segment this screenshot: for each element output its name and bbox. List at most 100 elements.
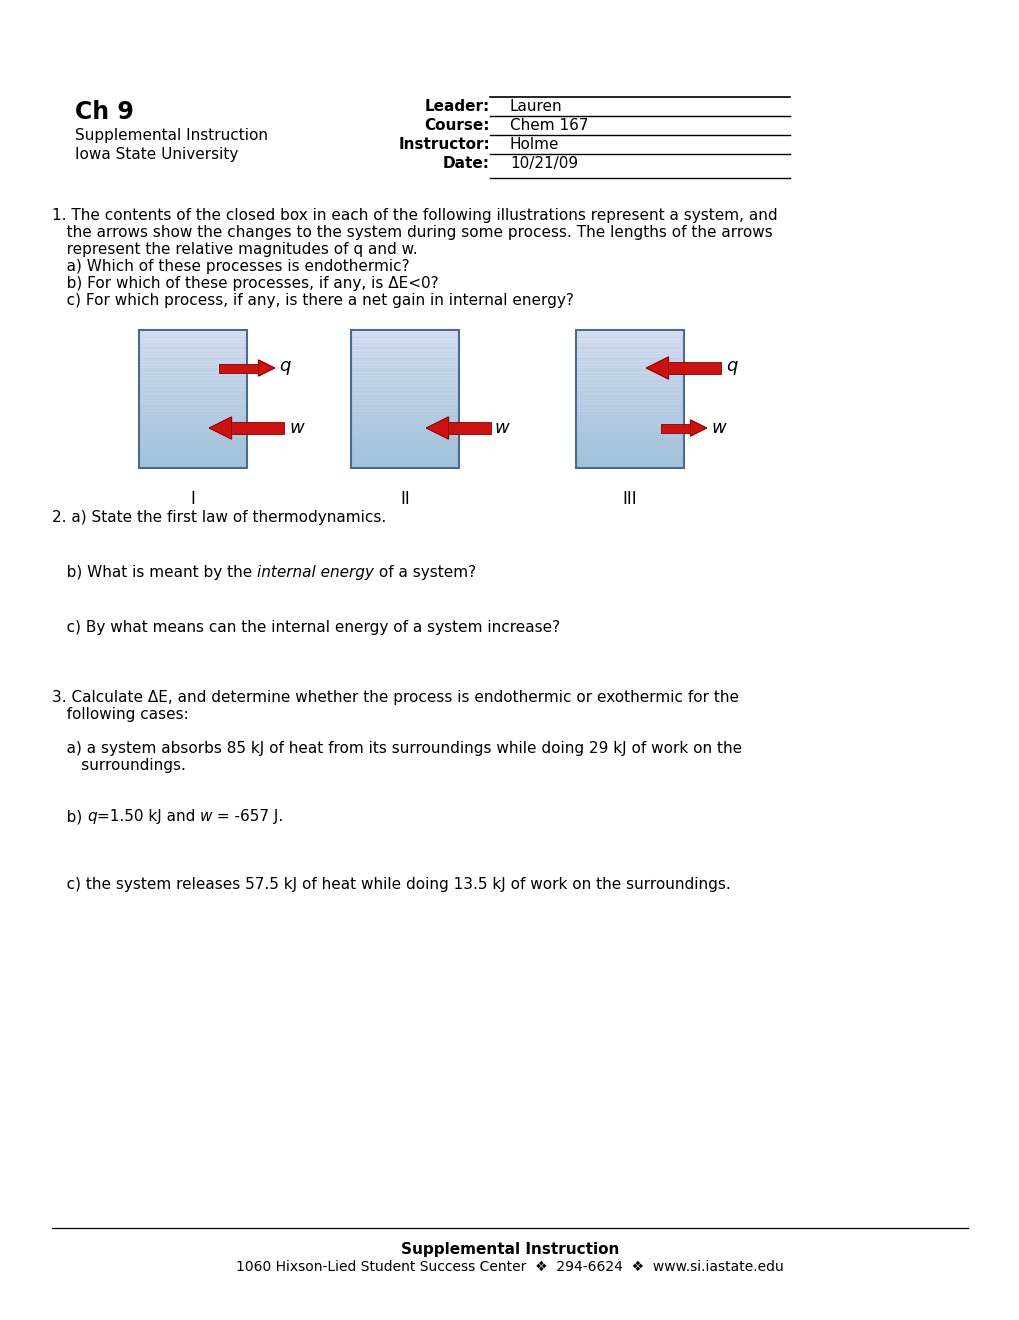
Bar [576,421,684,424]
Polygon shape [646,356,667,379]
Bar [139,358,247,360]
Text: $q$: $q$ [726,359,738,378]
Bar [576,330,684,469]
Text: Ch 9: Ch 9 [75,100,133,124]
Text: III: III [622,490,637,508]
Text: Holme: Holme [510,137,559,152]
Bar [351,413,459,416]
Bar [576,444,684,446]
Bar [351,355,459,358]
Bar [576,366,684,368]
Bar [351,396,459,399]
Bar [576,408,684,411]
Bar [576,411,684,413]
Bar [576,459,684,462]
Text: a) Which of these processes is endothermic?: a) Which of these processes is endotherm… [52,259,410,275]
Bar [351,465,459,469]
Bar [139,411,247,413]
Bar [139,444,247,446]
Bar [139,388,247,391]
Bar [351,363,459,366]
Bar [576,404,684,408]
Bar [351,385,459,388]
Bar [351,391,459,393]
Bar [139,454,247,457]
Bar [576,368,684,371]
Bar [351,404,459,408]
Text: surroundings.: surroundings. [52,758,185,774]
Bar [351,451,459,454]
Text: internal energy: internal energy [257,565,374,579]
Bar [576,352,684,355]
Bar [139,355,247,358]
Text: Leader:: Leader: [424,99,489,114]
Bar [576,333,684,335]
Bar [351,335,459,338]
Text: $q$: $q$ [279,359,291,378]
Bar [139,434,247,438]
Bar [576,347,684,350]
Text: Supplemental Instruction: Supplemental Instruction [75,128,268,143]
Bar [351,449,459,451]
Bar [139,352,247,355]
Bar [351,424,459,426]
Bar [139,330,247,469]
Bar [576,454,684,457]
Text: w: w [200,809,212,824]
Bar [139,418,247,421]
Bar [351,378,459,380]
Bar [576,441,684,444]
Bar [139,441,247,444]
Bar [139,462,247,465]
Bar [351,441,459,444]
Bar [576,416,684,418]
Text: $w$: $w$ [710,418,727,437]
Bar [576,383,684,385]
Bar [576,360,684,363]
Bar [139,424,247,426]
Bar [351,434,459,438]
Bar [139,380,247,383]
Text: Date:: Date: [442,156,489,172]
Text: 3. Calculate ΔE, and determine whether the process is endothermic or exothermic : 3. Calculate ΔE, and determine whether t… [52,690,739,705]
Bar [351,350,459,352]
Bar [351,330,459,469]
Bar [139,457,247,459]
Bar [231,422,284,434]
Bar [351,338,459,341]
Bar [576,396,684,399]
Bar [576,393,684,396]
Bar [576,358,684,360]
Bar [351,380,459,383]
Bar [351,459,459,462]
Bar [576,434,684,438]
Bar [351,401,459,404]
Bar [576,378,684,380]
Bar [576,330,684,333]
Bar [351,333,459,335]
Text: q: q [87,809,97,824]
Text: Course:: Course: [424,117,489,133]
Bar [576,350,684,352]
Text: the arrows show the changes to the system during some process. The lengths of th: the arrows show the changes to the syste… [52,224,772,240]
Bar [351,411,459,413]
Bar [139,404,247,408]
Bar [351,347,459,350]
Bar [576,426,684,429]
Bar [351,438,459,441]
Bar [576,343,684,347]
Text: Supplemental Instruction: Supplemental Instruction [400,1242,619,1257]
Bar [576,388,684,391]
Bar [576,432,684,434]
Bar [139,385,247,388]
Text: represent the relative magnitudes of q and w.: represent the relative magnitudes of q a… [52,242,417,257]
Bar [351,454,459,457]
Bar [576,385,684,388]
Text: Iowa State University: Iowa State University [75,147,238,162]
Bar [139,408,247,411]
Text: c) For which process, if any, is there a net gain in internal energy?: c) For which process, if any, is there a… [52,293,574,308]
Bar [576,401,684,404]
Text: $w$: $w$ [288,418,306,437]
Bar [139,383,247,385]
Bar [576,462,684,465]
